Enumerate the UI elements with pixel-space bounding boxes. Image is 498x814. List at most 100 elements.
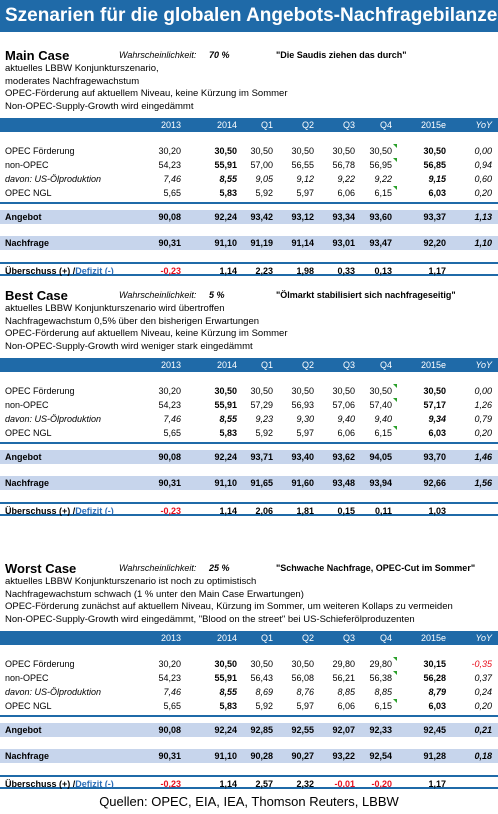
value-cell: 92,24 bbox=[214, 212, 237, 223]
description-line: Nachfragewachstum schwach (1 % unter den… bbox=[5, 588, 304, 600]
table-row-ngl: OPEC NGL 5,65 5,83 5,92 5,97 6,06 6,15 6,03 0,20 bbox=[0, 426, 498, 440]
probability-label: Wahrscheinlichkeit: bbox=[119, 50, 197, 60]
value-cell: 90,31 bbox=[158, 751, 181, 762]
value-cell: 90,08 bbox=[158, 725, 181, 736]
value-cell: 2,57 bbox=[255, 779, 273, 790]
value-cell: 8,69 bbox=[255, 687, 273, 698]
value-cell: 0,94 bbox=[474, 160, 492, 171]
table-row-angebot: Angebot 90,08 92,24 93,71 93,40 93,62 94,05 93,… bbox=[0, 450, 498, 465]
value-cell: 8,76 bbox=[296, 687, 314, 698]
column-header: 2013 bbox=[160, 120, 181, 131]
row-label: Angebot bbox=[5, 452, 42, 463]
value-cell: 6,15 bbox=[374, 701, 392, 712]
column-header: YoY bbox=[475, 120, 492, 131]
value-cell: 5,97 bbox=[296, 428, 314, 439]
value-cell: 91,10 bbox=[214, 478, 237, 489]
value-cell: 30,50 bbox=[291, 659, 314, 670]
value-cell: 30,50 bbox=[291, 386, 314, 397]
value-cell: 55,91 bbox=[214, 673, 237, 684]
value-cell: 5,83 bbox=[219, 188, 237, 199]
value-cell bbox=[452, 504, 492, 518]
probability-label: Wahrscheinlichkeit: bbox=[119, 290, 197, 300]
row-label: non-OPEC bbox=[5, 160, 49, 171]
value-cell: 92,24 bbox=[214, 725, 237, 736]
value-cell bbox=[452, 777, 492, 791]
value-cell: 30,20 bbox=[158, 659, 181, 670]
row-label: davon: US-Ölproduktion bbox=[5, 414, 102, 425]
table-divider bbox=[0, 202, 498, 205]
table-divider bbox=[0, 715, 498, 718]
value-cell: 54,23 bbox=[158, 400, 181, 411]
value-cell: 7,46 bbox=[163, 414, 181, 425]
description-line: aktuelles LBBW Konjunkturszenario, bbox=[5, 63, 159, 74]
table-row-ngl: OPEC NGL 5,65 5,83 5,92 5,97 6,06 6,15 6,03 0,20 bbox=[0, 186, 498, 200]
scenario-name: Main Case bbox=[5, 48, 70, 63]
value-cell: 93,22 bbox=[332, 751, 355, 762]
value-cell: 5,83 bbox=[219, 428, 237, 439]
value-cell: 91,19 bbox=[250, 238, 273, 249]
value-cell: 1,14 bbox=[219, 266, 237, 277]
description-line: OPEC-Förderung zunächst auf aktuellem Ni… bbox=[5, 601, 453, 613]
description-line: moderates Nachfragewachstum bbox=[5, 75, 140, 87]
note-marker-icon bbox=[393, 186, 397, 191]
scenario-description: aktuelles LBBW Konjunkturszenario, modera… bbox=[0, 63, 498, 113]
value-cell: 30,50 bbox=[214, 386, 237, 397]
row-label: Überschuss (+) /Defizit (-) bbox=[5, 264, 114, 278]
note-marker-icon bbox=[393, 657, 397, 662]
description-line: Non-OPEC-Supply-Growth wird eingedämmt, … bbox=[5, 613, 415, 625]
column-header: 2015e bbox=[420, 633, 446, 644]
value-cell: 92,45 bbox=[423, 725, 446, 736]
table-row-us: davon: US-Ölproduktion 7,46 8,55 9,05 9,12 9,… bbox=[0, 172, 498, 186]
surplus-label: Überschuss (+) / bbox=[5, 266, 76, 277]
row-label: OPEC NGL bbox=[5, 188, 52, 199]
value-cell: 9,30 bbox=[296, 414, 314, 425]
row-label: Angebot bbox=[5, 725, 42, 736]
row-label: OPEC Förderung bbox=[5, 386, 75, 397]
value-cell: -0,35 bbox=[471, 659, 492, 670]
scenario-header: Worst Case Wahrscheinlichkeit: 25 % "Schwac… bbox=[0, 561, 498, 576]
value-cell: 30,20 bbox=[158, 386, 181, 397]
value-cell: 92,33 bbox=[369, 725, 392, 736]
value-cell: 91,60 bbox=[291, 478, 314, 489]
table-row-non-opec: non-OPEC 54,23 55,91 57,00 56,55 56,78 56,95 56… bbox=[0, 158, 498, 172]
table-row-opec: OPEC Förderung 30,20 30,50 30,50 30,50 29,80 2… bbox=[0, 657, 498, 671]
value-cell: 57,17 bbox=[423, 400, 446, 411]
value-cell: 8,55 bbox=[219, 174, 237, 185]
value-cell: 30,50 bbox=[332, 386, 355, 397]
column-header: Q1 bbox=[260, 360, 273, 371]
table-row-nachfrage: Nachfrage 90,31 91,10 90,28 90,27 93,22 92,54 9… bbox=[0, 749, 498, 764]
table-row-surplus: Überschuss (+) /Defizit (-) -0,23 1,14 2,06… bbox=[0, 502, 498, 518]
value-cell: 1,56 bbox=[474, 478, 492, 489]
scenario-description: aktuelles LBBW Konjunkturszenario wird ü… bbox=[0, 303, 498, 353]
value-cell: 93,42 bbox=[250, 212, 273, 223]
value-cell: 30,50 bbox=[369, 146, 392, 157]
value-cell: 5,83 bbox=[219, 701, 237, 712]
column-header: Q3 bbox=[342, 120, 355, 131]
row-label: OPEC NGL bbox=[5, 701, 52, 712]
value-cell: 0,00 bbox=[474, 386, 492, 397]
value-cell: 90,28 bbox=[250, 751, 273, 762]
column-header: Q1 bbox=[260, 633, 273, 644]
note-marker-icon bbox=[393, 398, 397, 403]
value-cell: 5,97 bbox=[296, 188, 314, 199]
value-cell: 1,17 bbox=[428, 266, 446, 277]
value-cell: 93,62 bbox=[332, 452, 355, 463]
balance-table: 2013 2014 Q1 Q2 Q3 Q4 2015e YoY OPEC Förderung 30… bbox=[0, 358, 498, 517]
value-cell: 93,40 bbox=[291, 452, 314, 463]
value-cell: 92,07 bbox=[332, 725, 355, 736]
value-cell: 1,14 bbox=[219, 779, 237, 790]
value-cell: 2,32 bbox=[296, 779, 314, 790]
row-label: Überschuss (+) /Defizit (-) bbox=[5, 777, 114, 791]
value-cell: 30,50 bbox=[250, 146, 273, 157]
probability-value: 70 % bbox=[209, 50, 230, 60]
scenario-description: aktuelles LBBW Konjunkturszenario ist no… bbox=[0, 576, 498, 626]
note-marker-icon bbox=[393, 699, 397, 704]
column-header: Q2 bbox=[301, 120, 314, 131]
scenario-name: Best Case bbox=[5, 288, 68, 303]
value-cell: 2,23 bbox=[255, 266, 273, 277]
note-marker-icon bbox=[393, 384, 397, 389]
scenario-name: Worst Case bbox=[5, 561, 77, 576]
value-cell: 0,37 bbox=[474, 673, 492, 684]
value-cell: 0,20 bbox=[474, 188, 492, 199]
row-label: Nachfrage bbox=[5, 238, 50, 249]
